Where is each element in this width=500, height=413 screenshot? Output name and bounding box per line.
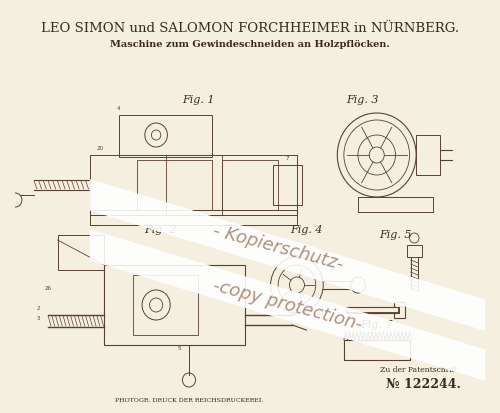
- Text: 3: 3: [37, 316, 40, 321]
- Bar: [90, 155, 297, 215]
- Polygon shape: [90, 230, 484, 380]
- Bar: [138, 160, 212, 210]
- Text: Fig. 4: Fig. 4: [290, 225, 322, 235]
- Text: -copy protection-: -copy protection-: [211, 276, 364, 334]
- Bar: [407, 245, 422, 257]
- Text: LEO SIMON und SALOMON FORCHHEIMER in NÜRNBERG.: LEO SIMON und SALOMON FORCHHEIMER in NÜR…: [41, 21, 459, 35]
- Text: № 122244.: № 122244.: [386, 378, 461, 392]
- Text: Fig. 1: Fig. 1: [182, 95, 214, 105]
- Text: 4: 4: [117, 106, 120, 111]
- Bar: [416, 135, 440, 175]
- Bar: [58, 235, 104, 270]
- Bar: [90, 210, 297, 225]
- Text: PHOTOGR. DRUCK DER REICHSDRUCKEREI.: PHOTOGR. DRUCK DER REICHSDRUCKEREI.: [115, 397, 263, 403]
- Text: Fig. 7: Fig. 7: [360, 320, 393, 330]
- Text: 20: 20: [96, 146, 103, 151]
- Bar: [222, 160, 278, 210]
- Text: 2: 2: [37, 306, 40, 311]
- Text: Maschine zum Gewindeschneiden an Holzpflöcken.: Maschine zum Gewindeschneiden an Holzpfl…: [110, 40, 390, 49]
- Text: 5: 5: [178, 346, 182, 351]
- Bar: [344, 340, 410, 360]
- Text: Zu der Patentschrift: Zu der Patentschrift: [380, 366, 458, 374]
- Text: 30: 30: [284, 301, 291, 306]
- Bar: [358, 197, 433, 212]
- Bar: [394, 302, 405, 318]
- Text: Fig. 5: Fig. 5: [380, 230, 412, 240]
- Bar: [118, 115, 212, 157]
- Bar: [132, 275, 198, 335]
- Bar: [104, 265, 246, 345]
- Text: Fig. 2: Fig. 2: [144, 225, 177, 235]
- Text: 26: 26: [44, 286, 52, 291]
- Text: 7: 7: [286, 156, 290, 161]
- Text: - Kopierschutz-: - Kopierschutz-: [211, 222, 346, 274]
- Text: Fig. 3: Fig. 3: [346, 95, 379, 105]
- Polygon shape: [90, 180, 484, 330]
- Bar: [274, 165, 301, 205]
